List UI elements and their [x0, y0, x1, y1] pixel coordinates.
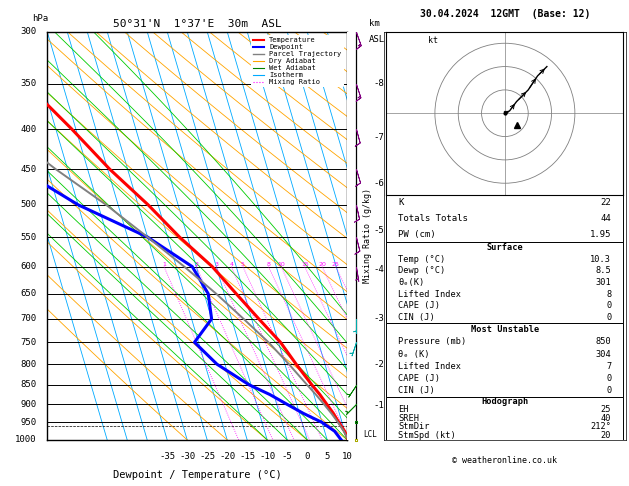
Text: 301: 301	[596, 278, 611, 287]
Text: ASL: ASL	[369, 35, 386, 44]
Text: 2: 2	[194, 261, 198, 267]
Text: -4: -4	[374, 265, 384, 274]
Text: StmSpd (kt): StmSpd (kt)	[398, 431, 456, 440]
Text: © weatheronline.co.uk: © weatheronline.co.uk	[452, 456, 557, 465]
Text: hPa: hPa	[32, 15, 48, 23]
Text: 10: 10	[342, 452, 352, 461]
Text: 450: 450	[21, 165, 36, 174]
Bar	[386, 324, 623, 397]
Bar	[386, 195, 623, 242]
Text: 8: 8	[606, 290, 611, 299]
Text: -5: -5	[282, 452, 292, 461]
Text: 1000: 1000	[15, 435, 36, 444]
Text: 8.5: 8.5	[596, 266, 611, 276]
Text: Temp (°C): Temp (°C)	[398, 255, 446, 264]
Title: 50°31'N  1°37'E  30m  ASL: 50°31'N 1°37'E 30m ASL	[113, 19, 282, 30]
Text: θₑ(K): θₑ(K)	[398, 278, 425, 287]
Text: -5: -5	[374, 226, 384, 235]
Text: 5: 5	[325, 452, 330, 461]
Text: 3: 3	[214, 261, 218, 267]
Text: 212°: 212°	[591, 422, 611, 432]
Text: 10: 10	[277, 261, 285, 267]
Text: -30: -30	[179, 452, 195, 461]
Text: CAPE (J): CAPE (J)	[398, 374, 440, 383]
Text: 550: 550	[21, 233, 36, 242]
Text: 22: 22	[601, 198, 611, 207]
Text: 25: 25	[601, 405, 611, 415]
Text: Hodograph: Hodograph	[481, 397, 528, 406]
Text: 8: 8	[267, 261, 270, 267]
Text: SREH: SREH	[398, 414, 420, 423]
Text: Pressure (mb): Pressure (mb)	[398, 337, 467, 347]
Text: 850: 850	[596, 337, 611, 347]
Text: CIN (J): CIN (J)	[398, 313, 435, 322]
Text: 400: 400	[21, 124, 36, 134]
Text: 650: 650	[21, 289, 36, 298]
Text: 25: 25	[331, 261, 340, 267]
Text: 40: 40	[601, 414, 611, 423]
Text: -1: -1	[374, 401, 384, 411]
Text: 950: 950	[21, 418, 36, 427]
Text: Mixing Ratio (g/kg): Mixing Ratio (g/kg)	[363, 188, 372, 283]
Text: -25: -25	[199, 452, 215, 461]
Text: -20: -20	[219, 452, 235, 461]
Text: 304: 304	[596, 349, 611, 359]
Text: Most Unstable: Most Unstable	[470, 325, 539, 334]
Text: LCL: LCL	[364, 430, 377, 439]
Text: -3: -3	[374, 314, 384, 323]
Text: Dewpoint / Temperature (°C): Dewpoint / Temperature (°C)	[113, 470, 282, 481]
Text: 700: 700	[21, 314, 36, 323]
Text: -6: -6	[374, 179, 384, 188]
Text: CAPE (J): CAPE (J)	[398, 301, 440, 311]
Bar	[386, 242, 623, 324]
Bar	[386, 397, 623, 440]
Text: 4: 4	[229, 261, 233, 267]
Legend: Temperature, Dewpoint, Parcel Trajectory, Dry Adiabat, Wet Adiabat, Isotherm, Mi: Temperature, Dewpoint, Parcel Trajectory…	[252, 35, 343, 87]
Text: -15: -15	[239, 452, 255, 461]
Text: 900: 900	[21, 399, 36, 409]
Text: 0: 0	[606, 386, 611, 395]
Text: 0: 0	[304, 452, 310, 461]
Text: 500: 500	[21, 200, 36, 209]
Text: 5: 5	[241, 261, 245, 267]
Text: Lifted Index: Lifted Index	[398, 362, 462, 371]
Text: -35: -35	[159, 452, 175, 461]
Text: 20: 20	[318, 261, 326, 267]
Text: Totals Totals: Totals Totals	[398, 214, 469, 223]
Text: 0: 0	[606, 301, 611, 311]
Text: 0: 0	[606, 313, 611, 322]
Text: 750: 750	[21, 338, 36, 347]
Text: -10: -10	[259, 452, 276, 461]
Text: CIN (J): CIN (J)	[398, 386, 435, 395]
Text: km: km	[369, 18, 380, 28]
Text: 1: 1	[162, 261, 166, 267]
Text: -8: -8	[374, 79, 384, 88]
Text: -2: -2	[374, 360, 384, 369]
Text: K: K	[398, 198, 404, 207]
Text: 7: 7	[606, 362, 611, 371]
Text: 44: 44	[601, 214, 611, 223]
Text: StmDir: StmDir	[398, 422, 430, 432]
Text: 30.04.2024  12GMT  (Base: 12): 30.04.2024 12GMT (Base: 12)	[420, 9, 590, 19]
Text: 1.95: 1.95	[590, 229, 611, 239]
Text: PW (cm): PW (cm)	[398, 229, 436, 239]
Text: 0: 0	[606, 374, 611, 383]
Text: 300: 300	[21, 27, 36, 36]
Text: 10.3: 10.3	[591, 255, 611, 264]
Text: EH: EH	[398, 405, 409, 415]
Text: Dewp (°C): Dewp (°C)	[398, 266, 446, 276]
Text: -7: -7	[374, 133, 384, 142]
Text: 350: 350	[21, 79, 36, 88]
Text: Lifted Index: Lifted Index	[398, 290, 462, 299]
Text: 800: 800	[21, 360, 36, 369]
Text: 600: 600	[21, 262, 36, 271]
Text: 20: 20	[601, 431, 611, 440]
Text: Surface: Surface	[486, 243, 523, 252]
Text: θₑ (K): θₑ (K)	[398, 349, 430, 359]
Text: 850: 850	[21, 380, 36, 389]
Text: 15: 15	[301, 261, 309, 267]
